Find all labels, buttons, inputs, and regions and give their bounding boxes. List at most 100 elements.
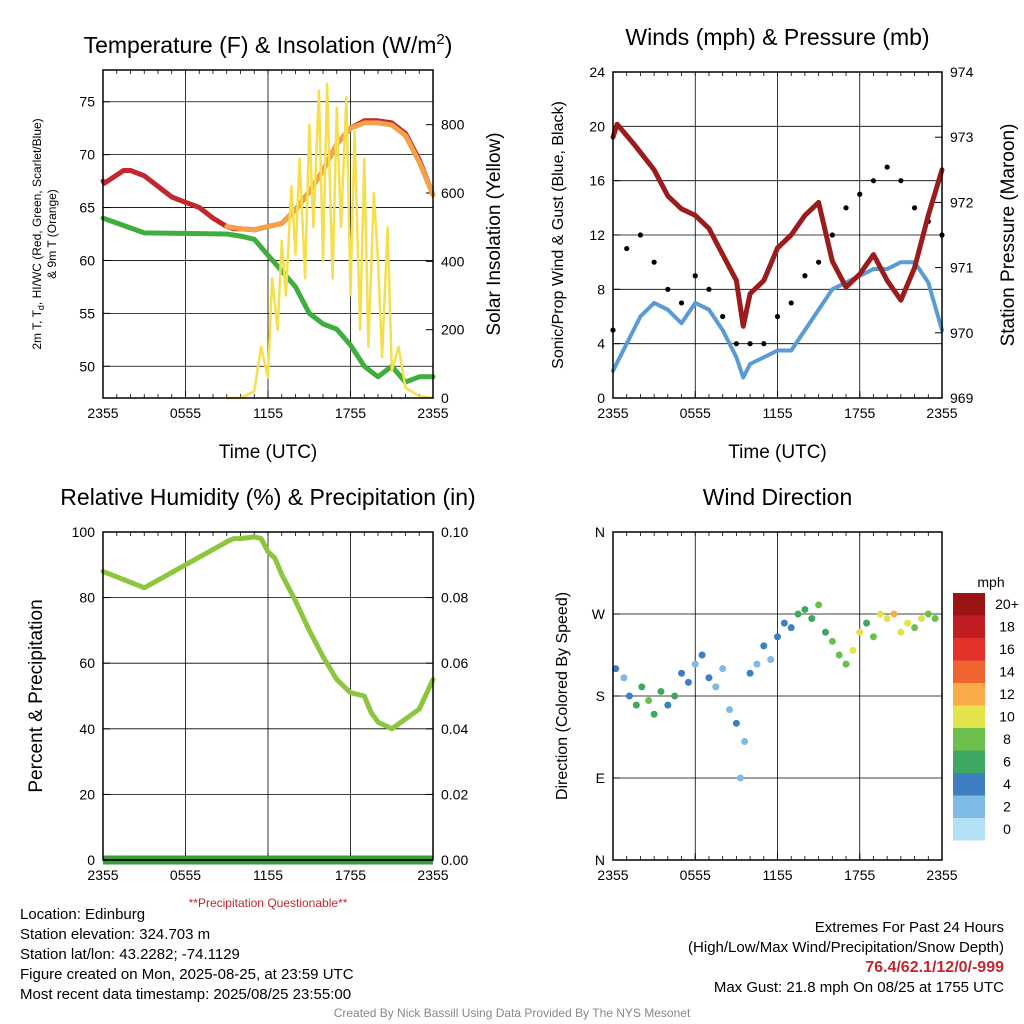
direction-point — [726, 706, 734, 714]
direction-point — [869, 633, 877, 641]
panel2-y2-label: Station Pressure (Maroon) — [998, 124, 1019, 347]
panel2-y-tick-label: 12 — [589, 227, 605, 243]
direction-point — [645, 697, 653, 705]
colorbar-swatch — [953, 638, 985, 661]
panel2-y-tick-label: 4 — [597, 336, 605, 352]
extremes-values: 76.4/62.1/12/0/-999 — [865, 959, 1004, 976]
direction-point — [705, 674, 713, 682]
direction-point — [856, 628, 864, 636]
gust-point — [857, 191, 863, 197]
panel3-y2-tick-label: 0.00 — [441, 852, 468, 868]
gust-point — [651, 259, 657, 265]
direction-point — [767, 656, 775, 664]
direction-point — [835, 651, 843, 659]
recent-data: Most recent data timestamp: 2025/08/25 2… — [20, 986, 352, 1003]
direction-point — [638, 683, 646, 691]
colorbar-label: 12 — [999, 686, 1015, 702]
direction-point — [794, 610, 802, 618]
panel2-y-label: Sonic/Prop Wind & Gust (Blue, Black) — [550, 101, 567, 369]
direction-point — [808, 615, 816, 623]
panel2-x-tick-label: 0555 — [680, 405, 711, 421]
panel3-y2-tick-label: 0.08 — [441, 590, 468, 606]
panel1-y2-tick-label: 400 — [441, 253, 465, 269]
direction-point — [897, 628, 905, 636]
gust-point — [665, 286, 671, 292]
colorbar-label: 0 — [1003, 821, 1011, 837]
panel1-y-tick-label: 75 — [79, 94, 95, 110]
panel2-x-tick-label: 2355 — [926, 405, 957, 421]
panel1-y-label-line2: & 9m T (Orange) — [45, 189, 59, 279]
panel3-title: Relative Humidity (%) & Precipitation (i… — [60, 484, 475, 510]
panel4-y-tick-label: S — [596, 688, 605, 704]
colorbar-label: 6 — [1003, 754, 1011, 770]
direction-point — [632, 701, 640, 709]
extremes-heading: Extremes For Past 24 Hours — [814, 919, 1004, 936]
direction-point — [612, 665, 620, 673]
direction-point — [732, 719, 740, 727]
figure-created: Figure created on Mon, 2025-08-25, at 23… — [20, 966, 354, 983]
gust-point — [692, 273, 698, 279]
direction-point — [842, 660, 850, 668]
direction-point — [625, 692, 633, 700]
station-location: Location: Edinburg — [20, 906, 146, 923]
gust-point — [624, 245, 630, 252]
gust-point — [843, 205, 849, 211]
colorbar-swatch — [953, 660, 985, 683]
gust-point — [870, 178, 877, 184]
panel3-y2-tick-label: 0.04 — [441, 721, 468, 737]
gust-point — [774, 313, 781, 320]
panel3-y-tick-label: 80 — [79, 590, 95, 606]
extremes-subheading: (High/Low/Max Wind/Precipitation/Snow De… — [688, 939, 1004, 956]
colorbar-label: 18 — [999, 619, 1015, 635]
series-pressure-line — [610, 121, 945, 329]
panel2-y-tick-label: 0 — [597, 390, 605, 406]
direction-point — [741, 738, 749, 746]
panel3-x-tick-label: 0555 — [170, 867, 201, 883]
panel3-y-tick-label: 20 — [79, 786, 95, 802]
panel4-y-tick-label: N — [595, 852, 605, 868]
colorbar-swatch — [953, 795, 985, 818]
panel1-x-label: Time (UTC) — [219, 442, 318, 463]
direction-point — [664, 701, 672, 709]
direction-point — [712, 683, 720, 691]
direction-point — [746, 669, 754, 677]
max-gust: Max Gust: 21.8 mph On 08/25 at 1755 UTC — [713, 979, 1004, 996]
gust-point — [816, 259, 822, 265]
colorbar-label: 8 — [1003, 731, 1011, 747]
station-info: Location: Edinburg Station elevation: 32… — [20, 905, 354, 1005]
direction-point — [876, 610, 884, 618]
series-wind-line — [611, 260, 944, 380]
series-td-line — [100, 215, 436, 385]
panel2-x-label: Time (UTC) — [728, 442, 827, 463]
gust-point — [733, 341, 739, 347]
panel2-y2-tick-label: 974 — [950, 64, 974, 80]
panel2-y2-tick-label: 971 — [950, 260, 974, 276]
direction-point — [863, 619, 871, 627]
panel2-border — [612, 71, 943, 399]
panel2-y-tick-label: 8 — [597, 281, 605, 297]
panel3-x-tick-label: 1755 — [335, 867, 366, 883]
panel2-y-tick-label: 24 — [589, 64, 605, 80]
panel4-y-tick-label: W — [592, 606, 606, 622]
panel4-y-tick-label: E — [596, 770, 605, 786]
panel3-y-label: Percent & Precipitation — [26, 599, 47, 792]
gust-point — [706, 286, 712, 292]
direction-point — [904, 619, 912, 627]
direction-point — [678, 669, 686, 677]
direction-point — [917, 615, 925, 623]
panel1-y-tick-label: 50 — [79, 358, 95, 374]
direction-point — [911, 624, 919, 632]
series-solar-insolation-line — [225, 82, 435, 400]
panel4-x-tick-label: 1155 — [762, 867, 792, 883]
panel4-x-tick-label: 1755 — [844, 867, 875, 883]
colorbar-swatch — [953, 818, 985, 841]
panel3-border — [102, 531, 434, 861]
gust-point — [720, 313, 726, 320]
panel2-y-tick-label: 20 — [589, 118, 605, 134]
panel2-title: Winds (mph) & Pressure (mb) — [625, 24, 929, 50]
colorbar-label: 10 — [999, 709, 1015, 725]
gust-point — [829, 232, 835, 238]
panel3-y-tick-label: 0 — [87, 852, 95, 868]
colorbar-swatch — [953, 593, 985, 616]
direction-point — [774, 633, 781, 641]
